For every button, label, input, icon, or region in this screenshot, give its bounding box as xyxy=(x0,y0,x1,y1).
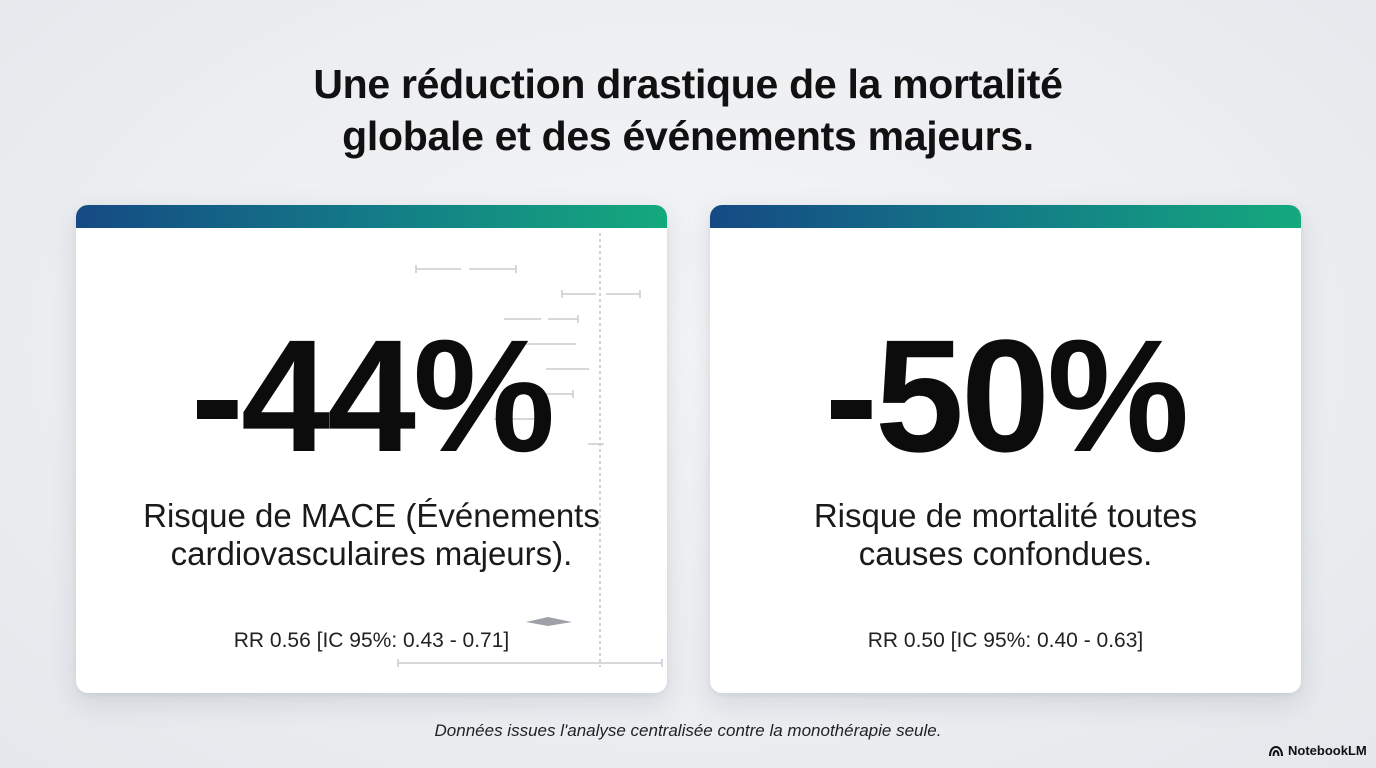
mace-description-line-1: Risque de MACE (Événements xyxy=(143,497,600,534)
mortality-description: Risque de mortalité toutes causes confon… xyxy=(710,497,1301,573)
brand-name: NotebookLM xyxy=(1288,743,1367,758)
mace-relative-risk: RR 0.56 [IC 95%: 0.43 - 0.71] xyxy=(233,629,510,652)
brand-watermark: NotebookLM xyxy=(1268,743,1367,758)
mortality-relative-risk: RR 0.50 [IC 95%: 0.40 - 0.63] xyxy=(867,629,1144,652)
card-accent-bar xyxy=(710,205,1301,228)
mace-reduction-value: -44% xyxy=(190,306,556,485)
mortality-card: -50% Risque de mortalité toutes causes c… xyxy=(710,205,1301,693)
mortality-description-line-1: Risque de mortalité toutes xyxy=(813,497,1198,534)
page-title: Une réduction drastique de la mortalité … xyxy=(188,58,1188,162)
forest-plot-watermark xyxy=(397,233,663,667)
card-accent-bar xyxy=(76,205,667,228)
mortality-description-line-2: causes confondues. xyxy=(858,535,1153,572)
mace-description: Risque de MACE (Événements cardiovascula… xyxy=(76,497,667,573)
source-footnote: Données issues l'analyse centralisée con… xyxy=(434,721,942,740)
mortality-reduction-value: -50% xyxy=(824,306,1190,485)
mace-description-line-2: cardiovasculaires majeurs). xyxy=(170,535,573,572)
mace-card: -44% Risque de MACE (Événements cardiova… xyxy=(76,205,667,693)
title-line-2: globale et des événements majeurs. xyxy=(342,113,1034,159)
notebooklm-logo-icon xyxy=(1269,745,1283,756)
title-line-1: Une réduction drastique de la mortalité xyxy=(313,61,1063,107)
